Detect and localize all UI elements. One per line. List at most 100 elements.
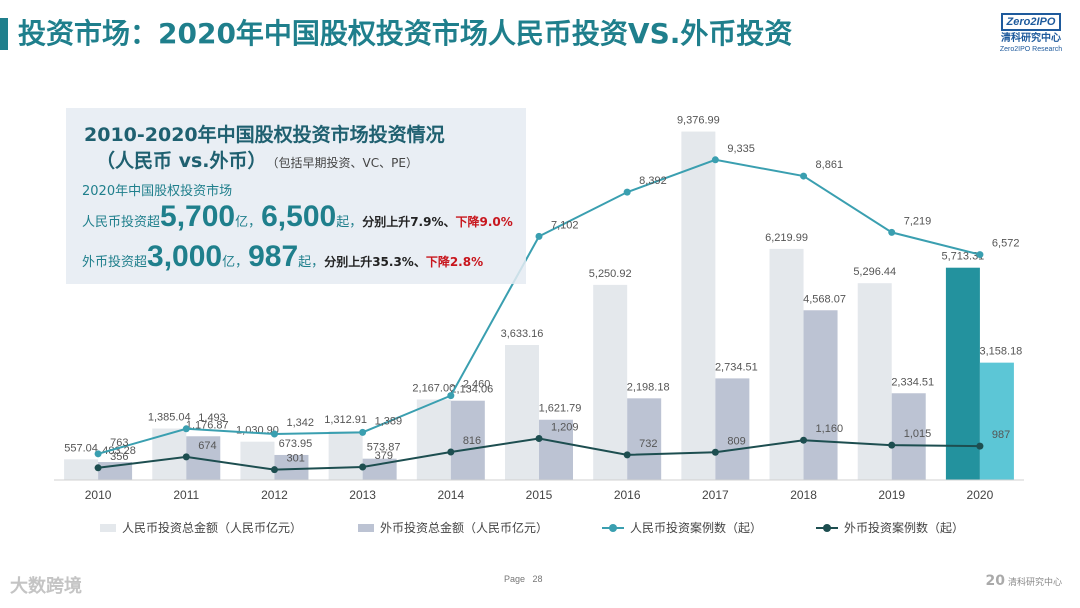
footer-logo-mark: 20 <box>985 573 1005 589</box>
point-rmb-cases-2015 <box>535 232 543 240</box>
x-tick-2010: 2010 <box>85 488 112 502</box>
bar-rmb-amount-2012 <box>240 441 275 480</box>
footer-logo: 20 清科研究中心 <box>986 573 1063 589</box>
logo-mark: Zero2IPO <box>1000 13 1062 31</box>
label-fx-cases-2010: 356 <box>110 451 128 463</box>
summary-subtitle-note: （包括早期投资、VC、PE） <box>272 156 418 170</box>
label-rmb-amount-2014: 2,167.00 <box>412 382 455 394</box>
label-rmb-amount-2010: 557.04 <box>64 442 98 454</box>
label-rmb-amount-2018: 6,219.99 <box>765 232 808 244</box>
bar-rmb-amount-2020 <box>945 267 980 480</box>
fx-cases: 987 <box>248 240 299 273</box>
label-rmb-cases-2014: 2,460 <box>463 379 491 391</box>
legend-label-fx-cases: 外币投资案例数（起） <box>844 521 965 535</box>
bar-fx-amount-2020 <box>979 362 1014 480</box>
bar-fx-amount-2013 <box>362 458 397 480</box>
summary-subtitle: （人民币 vs.外币） （包括早期投资、VC、PE） <box>96 146 418 173</box>
label-rmb-cases-2011: 1,493 <box>198 412 226 424</box>
page-title: 投资市场：2020年中国股权投资市场人民币投资VS.外币投资 <box>18 17 793 50</box>
label-fx-amount-2015: 1,621.79 <box>539 403 582 415</box>
label-fx-amount-2011: 1,176.87 <box>186 419 229 431</box>
point-rmb-cases-2013 <box>359 428 367 436</box>
label-fx-cases-2016: 732 <box>639 438 657 450</box>
summary-market-label: 2020年中国股权投资市场 <box>82 184 233 199</box>
bar-rmb-amount-2015 <box>505 344 539 480</box>
label-fx-cases-2017: 809 <box>727 435 745 447</box>
bar-fx-amount-2018 <box>803 310 838 480</box>
label-fx-amount-2017: 2,734.51 <box>715 361 758 373</box>
x-tick-2017: 2017 <box>702 488 729 502</box>
legend-swatch-rmb-cases <box>602 523 624 532</box>
label-fx-cases-2015: 1,209 <box>551 422 579 434</box>
point-fx-cases-2016 <box>623 451 631 459</box>
label-fx-amount-2012: 673.95 <box>279 438 313 450</box>
point-fx-cases-2020 <box>976 442 984 450</box>
zero2ipo-logo: Zero2IPO 清科研究中心 Zero2IPO Research <box>996 12 1066 56</box>
x-tick-2013: 2013 <box>349 488 376 502</box>
x-tick-2018: 2018 <box>790 488 817 502</box>
label-fx-amount-2016: 2,198.18 <box>627 381 670 393</box>
logo-cn-text: 清科研究中心 <box>1001 33 1061 44</box>
label-fx-cases-2019: 1,015 <box>904 428 932 440</box>
watermark-logo: 大数跨境 <box>10 576 82 597</box>
label-rmb-amount-2017: 9,376.99 <box>677 115 720 127</box>
label-fx-cases-2018: 1,160 <box>816 423 844 435</box>
label-fx-cases-2013: 379 <box>375 450 393 462</box>
rmb-amount-unit: 亿， <box>235 215 262 230</box>
legend-label-rmb-amount: 人民币投资总金额（人民币亿元） <box>122 521 303 535</box>
legend-rmb-amount: 人民币投资总金额（人民币亿元） <box>100 519 302 536</box>
x-tick-2011: 2011 <box>173 488 199 502</box>
rmb-decline: 下降9.0% <box>455 215 513 229</box>
fx-amount-unit: 亿， <box>222 255 249 270</box>
bar-rmb-amount-2018 <box>769 248 804 480</box>
x-tick-2016: 2016 <box>614 488 641 502</box>
label-fx-amount-2019: 2,334.51 <box>891 376 934 388</box>
point-fx-cases-2015 <box>535 435 543 443</box>
label-fx-amount-2020: 3,158.18 <box>979 346 1022 358</box>
label-fx-cases-2012: 301 <box>286 453 304 465</box>
bar-rmb-amount-2017 <box>681 131 716 480</box>
label-rmb-cases-2019: 7,219 <box>904 215 932 227</box>
legend-label-rmb-cases: 人民币投资案例数（起） <box>630 521 763 535</box>
summary-fx-line: 外币投资超3,000亿，987起，分别上升35.3%、下降2.8% <box>82 240 483 274</box>
rmb-cases: 6,500 <box>261 200 337 233</box>
point-rmb-cases-2016 <box>623 188 631 196</box>
x-tick-2020: 2020 <box>967 488 994 502</box>
label-rmb-amount-2015: 3,633.16 <box>501 328 544 340</box>
label-fx-cases-2020: 987 <box>992 429 1010 441</box>
bar-rmb-amount-2010 <box>64 459 99 480</box>
summary-title: 2010-2020年中国股权投资市场投资情况 <box>84 124 445 146</box>
point-fx-cases-2017 <box>711 448 719 456</box>
point-fx-cases-2010 <box>94 464 102 472</box>
title-bar: 投资市场：2020年中国股权投资市场人民币投资VS.外币投资 <box>0 14 1080 54</box>
fx-change: 分别上升35.3%、 <box>324 255 426 269</box>
label-rmb-cases-2016: 8,392 <box>639 175 667 187</box>
rmb-prefix: 人民币投资超 <box>82 215 161 230</box>
legend-swatch-rmb-amount <box>100 523 116 532</box>
label-fx-amount-2014: 2,134.06 <box>450 384 493 396</box>
label-rmb-cases-2017: 9,335 <box>727 143 755 155</box>
label-fx-amount-2010: 483.28 <box>102 445 136 457</box>
fx-prefix: 外币投资超 <box>82 255 148 270</box>
legend-fx-cases: 外币投资案例数（起） <box>816 519 964 536</box>
fx-decline: 下降2.8% <box>425 255 484 269</box>
summary-rmb-line: 人民币投资超5,700亿，6,500起，分别上升7.9%、下降9.0% <box>82 200 513 234</box>
point-fx-cases-2012 <box>270 466 278 474</box>
label-rmb-amount-2019: 5,296.44 <box>853 266 896 278</box>
point-rmb-cases-2010 <box>94 450 102 458</box>
legend-rmb-cases: 人民币投资案例数（起） <box>602 519 762 536</box>
bar-fx-amount-2016 <box>627 398 662 480</box>
rmb-cases-unit: 起， <box>336 215 363 230</box>
label-fx-cases-2011: 674 <box>198 440 216 452</box>
point-rmb-cases-2017 <box>711 156 719 164</box>
rmb-amount: 5,700 <box>160 200 236 233</box>
label-fx-amount-2018: 4,568.07 <box>803 293 846 305</box>
legend-swatch-fx-cases <box>816 523 838 532</box>
page-number-value: 28 <box>532 574 543 584</box>
x-tick-2019: 2019 <box>878 488 905 502</box>
x-tick-2014: 2014 <box>437 488 464 502</box>
label-rmb-cases-2020: 6,572 <box>992 238 1020 250</box>
footer-logo-text: 清科研究中心 <box>1007 578 1062 588</box>
bar-rmb-amount-2014 <box>416 399 451 480</box>
page-label: Page <box>504 574 526 584</box>
